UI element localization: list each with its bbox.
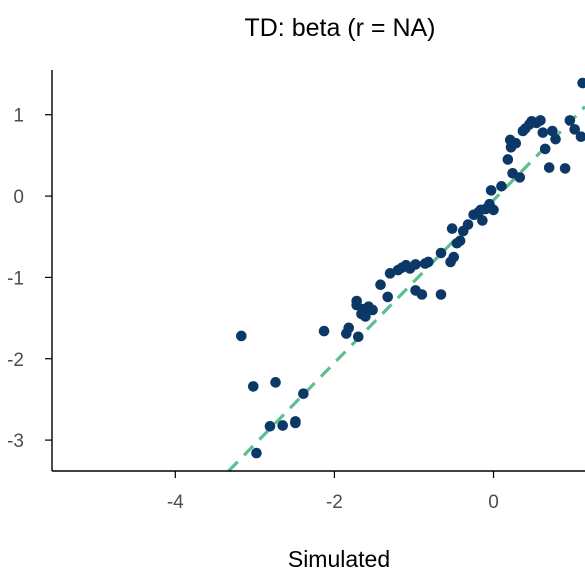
- chart-title: TD: beta (r = NA): [244, 14, 435, 42]
- data-point: [318, 325, 330, 337]
- fit-line-layer: [227, 105, 585, 473]
- data-point: [488, 204, 499, 216]
- data-point: [247, 381, 259, 392]
- x-tick-label: 0: [488, 492, 499, 513]
- data-point: [410, 259, 421, 270]
- data-point: [435, 289, 447, 300]
- data-point: [448, 251, 460, 263]
- data-point: [543, 162, 555, 173]
- data-point: [454, 235, 466, 247]
- data-point: [277, 420, 289, 431]
- data-point: [485, 185, 497, 196]
- data-point: [270, 377, 281, 388]
- y-tick-label: 1: [13, 106, 24, 127]
- data-point: [502, 154, 514, 165]
- data-point: [577, 77, 585, 89]
- data-point: [382, 291, 394, 303]
- data-point: [298, 388, 309, 400]
- y-tick-label: -3: [7, 431, 24, 452]
- fit-line: [227, 105, 585, 473]
- data-point: [360, 311, 371, 322]
- data-point: [547, 125, 558, 137]
- data-point: [477, 215, 488, 226]
- data-point: [564, 115, 576, 126]
- data-point: [367, 304, 378, 316]
- data-point: [384, 268, 396, 279]
- data-point: [343, 322, 355, 334]
- data-point: [446, 223, 458, 234]
- data-point: [559, 163, 571, 174]
- data-point: [514, 172, 526, 183]
- x-tick-label: -2: [326, 492, 343, 513]
- axes: -4 -2 0 1 0 -1 -2 -3: [7, 70, 585, 513]
- data-point: [375, 279, 386, 291]
- data-point: [251, 447, 262, 459]
- data-point: [416, 289, 428, 300]
- data-point: [290, 417, 301, 429]
- data-point: [510, 137, 522, 149]
- data-point: [539, 143, 551, 155]
- data-point: [422, 256, 434, 268]
- y-tick-label: -1: [7, 268, 24, 289]
- y-tick-label: -2: [7, 350, 24, 371]
- data-point: [496, 181, 507, 192]
- data-points: [236, 77, 585, 459]
- data-point: [569, 124, 580, 135]
- data-point: [462, 219, 474, 230]
- data-point: [352, 331, 364, 343]
- data-point: [575, 131, 585, 142]
- data-point: [550, 133, 561, 145]
- x-tick-label: -4: [167, 492, 184, 513]
- x-axis-label: Simulated: [288, 546, 390, 572]
- data-point: [535, 115, 546, 126]
- data-point: [236, 330, 247, 342]
- data-point: [264, 420, 276, 432]
- data-point: [435, 247, 447, 259]
- data-point: [537, 127, 549, 138]
- y-tick-label: 0: [13, 187, 24, 208]
